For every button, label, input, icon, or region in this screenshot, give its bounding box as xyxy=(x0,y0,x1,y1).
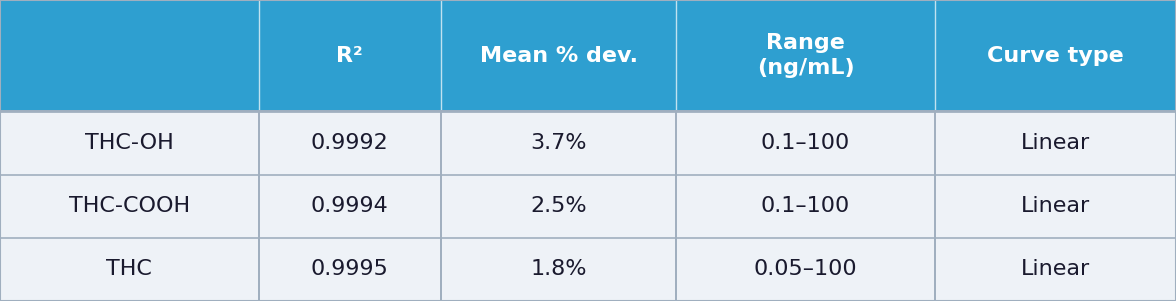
Text: 2.5%: 2.5% xyxy=(530,196,587,216)
Text: 3.7%: 3.7% xyxy=(530,133,587,153)
Bar xyxy=(0,238,1176,301)
Bar xyxy=(0,175,1176,238)
Text: 0.9994: 0.9994 xyxy=(310,196,389,216)
Text: THC-OH: THC-OH xyxy=(85,133,174,153)
Text: Range
(ng/mL): Range (ng/mL) xyxy=(756,33,855,78)
Text: 0.05–100: 0.05–100 xyxy=(754,259,857,279)
Text: 0.9995: 0.9995 xyxy=(310,259,389,279)
Text: Linear: Linear xyxy=(1021,196,1090,216)
Text: 0.1–100: 0.1–100 xyxy=(761,196,850,216)
Text: 0.9992: 0.9992 xyxy=(310,133,389,153)
Text: THC-COOH: THC-COOH xyxy=(69,196,189,216)
Text: Linear: Linear xyxy=(1021,259,1090,279)
Text: Linear: Linear xyxy=(1021,133,1090,153)
Bar xyxy=(0,111,1176,175)
Text: THC: THC xyxy=(106,259,153,279)
Text: 0.1–100: 0.1–100 xyxy=(761,133,850,153)
Text: 1.8%: 1.8% xyxy=(530,259,587,279)
Bar xyxy=(0,0,1176,111)
Text: Mean % dev.: Mean % dev. xyxy=(480,46,637,66)
Text: Curve type: Curve type xyxy=(987,46,1124,66)
Text: R²: R² xyxy=(336,46,363,66)
